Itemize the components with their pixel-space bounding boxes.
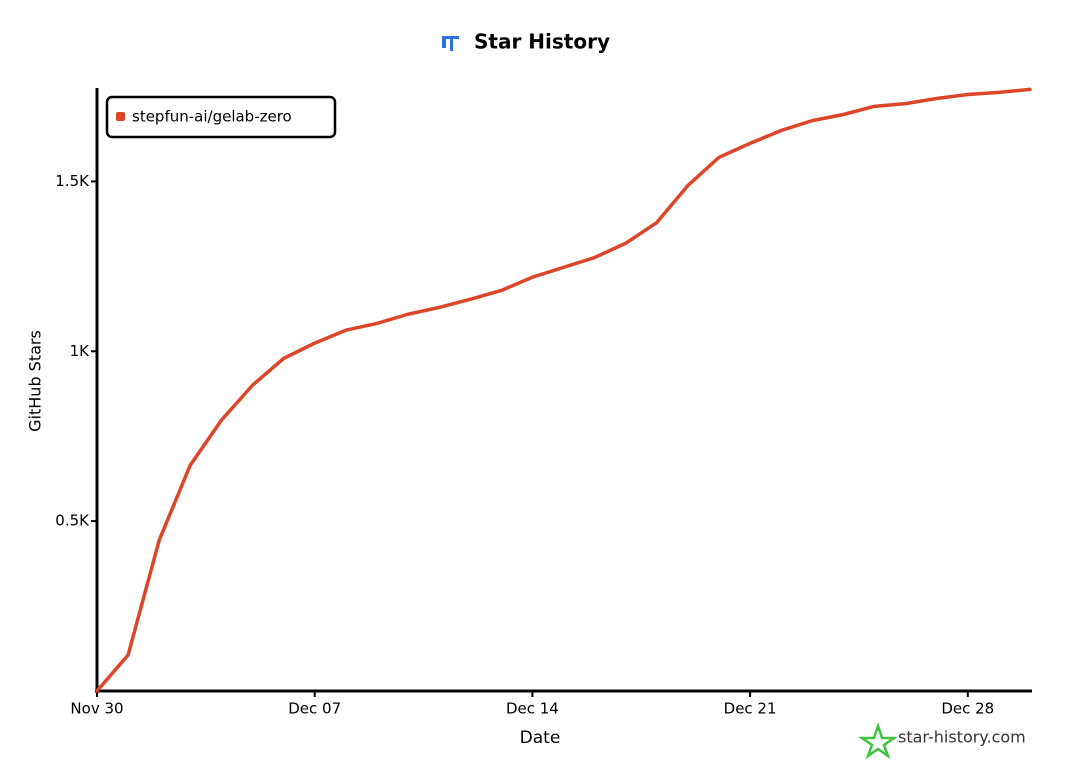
chart-title: Star History [474, 30, 610, 54]
x-tick-label: Nov 30 [70, 700, 123, 718]
x-tick-label: Dec 28 [941, 700, 994, 718]
x-tick-label: Dec 21 [724, 700, 777, 718]
series-line [95, 87, 1032, 693]
y-axis-label: GitHub Stars [26, 330, 45, 432]
y-tick-label: 1.5K [55, 172, 90, 190]
watermark: star-history.com [898, 728, 1026, 747]
y-tick-label: 0.5K [55, 512, 90, 530]
legend-label: stepfun-ai/gelab-zero [132, 108, 292, 126]
y-tick-label: 1K [70, 342, 91, 360]
legend-swatch [116, 112, 125, 121]
x-axis-label: Date [520, 728, 561, 748]
x-tick-label: Dec 07 [288, 700, 341, 718]
watermark-icon [858, 722, 898, 760]
legend-box [105, 95, 337, 139]
x-tick-label: Dec 14 [506, 700, 559, 718]
logo [442, 36, 459, 51]
